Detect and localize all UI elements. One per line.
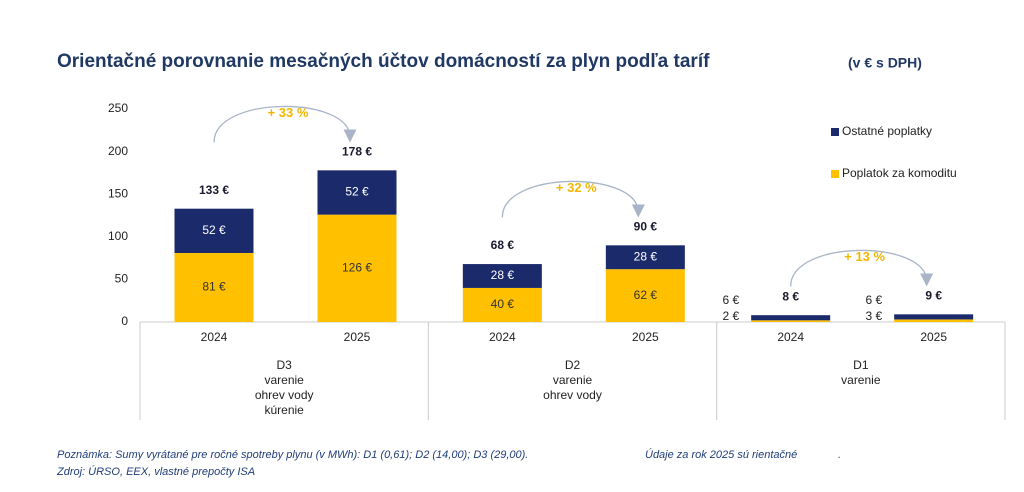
y-tick-label: 100 <box>108 229 128 243</box>
value-label: 126 € <box>342 260 372 274</box>
value-label: 62 € <box>634 288 658 302</box>
y-tick-label: 250 <box>108 101 128 115</box>
total-label: 9 € <box>925 289 942 303</box>
group-label: varenie <box>841 373 881 387</box>
x-tick-label: 2024 <box>777 330 804 344</box>
value-label: 3 € <box>865 309 882 323</box>
bar-segment <box>894 319 974 322</box>
y-tick-label: 150 <box>108 186 128 200</box>
y-tick-label: 0 <box>121 314 128 328</box>
group-label: D3 <box>276 358 292 372</box>
note: Zdroj: ÚRSO, EEX, vlastné prepočty ISA <box>56 465 255 478</box>
group-label: D2 <box>565 358 581 372</box>
x-tick-label: 2025 <box>632 330 659 344</box>
group-label: D1 <box>853 358 869 372</box>
bar-segment <box>894 314 974 320</box>
bar-segment <box>462 287 542 322</box>
total-label: 178 € <box>342 145 372 159</box>
group-label: ohrev vody <box>255 388 314 402</box>
legend-label: Poplatok za komoditu <box>842 166 957 180</box>
value-label: 2 € <box>722 309 739 323</box>
bar-segment <box>605 245 685 270</box>
growth-label: + 33 % <box>268 105 309 120</box>
bar-segment <box>605 269 685 322</box>
group-label: ohrev vody <box>543 388 602 402</box>
value-label: 28 € <box>634 249 658 263</box>
bar-segment <box>174 252 254 322</box>
total-label: 68 € <box>491 238 515 252</box>
note: . <box>838 449 841 461</box>
x-tick-label: 2024 <box>201 330 228 344</box>
total-label: 90 € <box>634 219 658 233</box>
bar-segment <box>462 264 542 288</box>
total-label: 133 € <box>199 183 229 197</box>
value-label: 52 € <box>202 223 226 237</box>
group-label: varenie <box>264 373 304 387</box>
bar-segment <box>751 320 831 322</box>
growth-arrow <box>213 105 357 143</box>
growth-label: + 32 % <box>556 180 597 195</box>
value-label: 81 € <box>202 280 226 294</box>
x-tick-label: 2024 <box>489 330 516 344</box>
value-label: 52 € <box>345 185 369 199</box>
bar-segment <box>751 315 831 321</box>
x-tick-label: 2025 <box>344 330 371 344</box>
value-label: 6 € <box>722 293 739 307</box>
chart-title: Orientačné porovnanie mesačných účtov do… <box>57 51 710 72</box>
value-label: 40 € <box>491 297 515 311</box>
value-label: 6 € <box>865 293 882 307</box>
group-label: varenie <box>553 373 593 387</box>
bar-segment <box>317 170 397 215</box>
value-label: 28 € <box>491 268 515 282</box>
y-tick-label: 200 <box>108 144 128 158</box>
growth-arrow <box>790 249 934 287</box>
note: Poznámka: Sumy vyrátané pre ročné spotre… <box>57 449 528 461</box>
x-tick-label: 2025 <box>920 330 947 344</box>
chart-subtitle: (v € s DPH) <box>848 55 922 71</box>
bar-segment <box>317 214 397 322</box>
group-label: kúrenie <box>264 403 304 417</box>
legend-swatch <box>831 170 839 178</box>
y-tick-label: 50 <box>115 272 129 286</box>
note: Údaje za rok 2025 sú rientačné <box>645 448 797 461</box>
growth-label: + 13 % <box>844 249 885 264</box>
total-label: 8 € <box>782 289 799 303</box>
legend-swatch <box>831 128 839 136</box>
growth-arrow <box>501 180 645 218</box>
legend-label: Ostatné poplatky <box>842 124 932 138</box>
bar-segment <box>174 208 254 253</box>
